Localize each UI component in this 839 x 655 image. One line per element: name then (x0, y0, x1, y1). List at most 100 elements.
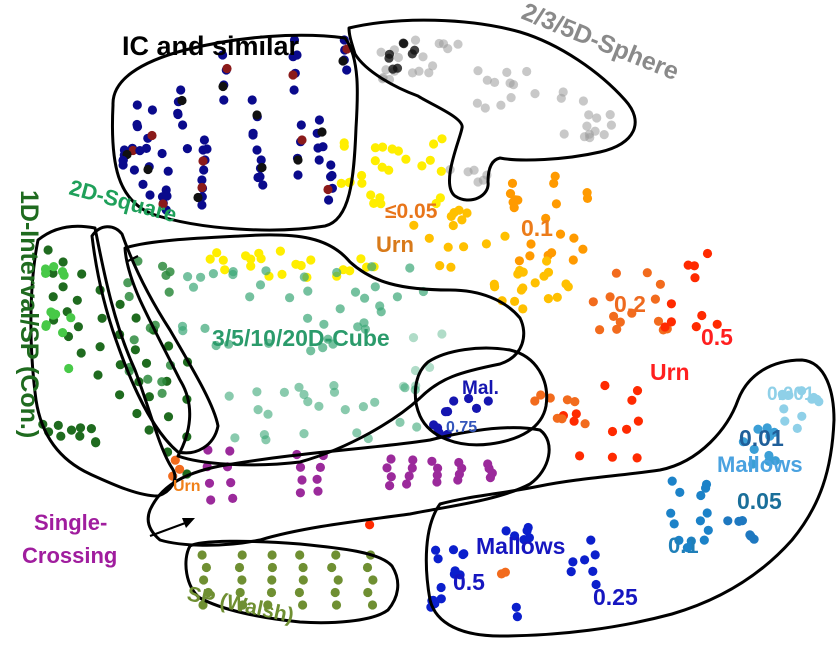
interval-point (95, 342, 105, 352)
single-crossing-point (385, 481, 395, 491)
mal-point (443, 406, 453, 417)
label-single-crossing-2: Crossing (22, 543, 117, 568)
walsh-point (267, 562, 277, 573)
urn-point (516, 285, 527, 295)
single-crossing-point (427, 456, 437, 466)
cube-point (375, 301, 385, 311)
single-crossing-point (402, 479, 412, 489)
urn-point (600, 380, 610, 391)
square-point (129, 335, 139, 345)
label-mallows-025: 0.25 (593, 584, 638, 610)
interval-point (56, 431, 66, 441)
cube-point (370, 282, 380, 292)
mallows-point (591, 579, 601, 590)
urn-point (429, 139, 439, 149)
label-urn-small: Urn (173, 478, 201, 495)
label-mallows-01: 0.01 (739, 425, 784, 451)
square-point (143, 374, 153, 384)
mallows-point (682, 543, 693, 553)
sphere-point (506, 93, 516, 103)
cube-point (332, 267, 342, 278)
sphere-point (496, 100, 506, 110)
urn-point (650, 294, 661, 304)
urn-point (170, 455, 180, 465)
urn-point (509, 296, 520, 306)
walsh-point (367, 600, 378, 610)
cube-point (253, 405, 263, 415)
walsh-point (197, 550, 207, 560)
single-crossing-point (386, 454, 396, 464)
sphere-point (428, 61, 438, 71)
interval-point (75, 431, 85, 441)
ic-point (252, 110, 262, 120)
single-crossing-point (453, 475, 463, 485)
urn-point (370, 156, 380, 166)
label-urn-01: 0.1 (521, 215, 553, 241)
mallows-point (669, 519, 679, 529)
sphere-point (490, 77, 500, 87)
mallows-point (701, 479, 712, 489)
urn-point (339, 141, 349, 151)
cube-point (303, 313, 313, 323)
square-point (158, 261, 168, 271)
region-ic (110, 33, 359, 232)
single-crossing-point (404, 471, 414, 481)
cube-point (328, 339, 338, 349)
single-crossing-point (312, 474, 322, 484)
label-interval-sp: 1D-Interval/SP (Con.) (15, 190, 43, 438)
ic-point (219, 95, 229, 105)
urn-point (595, 325, 605, 335)
urn-point (575, 451, 585, 461)
cube-point (294, 382, 304, 392)
ic-point (198, 156, 208, 166)
mallows-point (797, 411, 807, 421)
urn-point (525, 251, 535, 261)
cube-point (259, 430, 269, 440)
mallows-point (762, 423, 772, 433)
cube-point (196, 272, 206, 282)
cube-point (410, 365, 421, 376)
mal-point (464, 393, 474, 404)
label-urn-2: Urn (650, 359, 690, 385)
ic-point (173, 109, 183, 120)
sphere-point (453, 39, 463, 49)
urn-point (345, 266, 355, 276)
mal-point (433, 423, 443, 433)
ic-point (289, 85, 299, 95)
urn-point (366, 190, 376, 200)
urn-point (622, 424, 632, 434)
cube-point (314, 401, 324, 411)
square-point (124, 291, 134, 302)
mallows-point (792, 423, 802, 433)
cube-point (405, 263, 415, 273)
interval-point (40, 264, 51, 274)
ic-point (257, 162, 267, 173)
cube-point (200, 323, 210, 333)
urn-point (205, 254, 215, 264)
interval-point (164, 341, 174, 351)
walsh-point (327, 562, 337, 573)
urn-point (642, 268, 652, 278)
sphere-point (605, 110, 615, 120)
urn-point (500, 567, 510, 577)
ic-point (176, 85, 186, 95)
urn-point (500, 231, 510, 241)
walsh-point (294, 587, 304, 598)
region-interval-sp (29, 224, 177, 498)
interval-point (73, 322, 83, 332)
single-crossing-point (432, 477, 442, 487)
label-mallows-001: 0.001 (767, 384, 815, 405)
urn-point (393, 146, 403, 156)
urn-point (435, 261, 445, 271)
interval-point (115, 390, 125, 400)
mallows-point (436, 582, 446, 593)
urn-point (562, 395, 573, 405)
urn-point (509, 203, 519, 213)
urn-point (552, 292, 562, 302)
mallows-point (522, 526, 532, 536)
mallows-point (666, 508, 676, 518)
single-crossing-point (225, 446, 235, 456)
mallows-point (511, 602, 521, 612)
region-cube (123, 233, 526, 467)
sphere-point (582, 121, 592, 131)
